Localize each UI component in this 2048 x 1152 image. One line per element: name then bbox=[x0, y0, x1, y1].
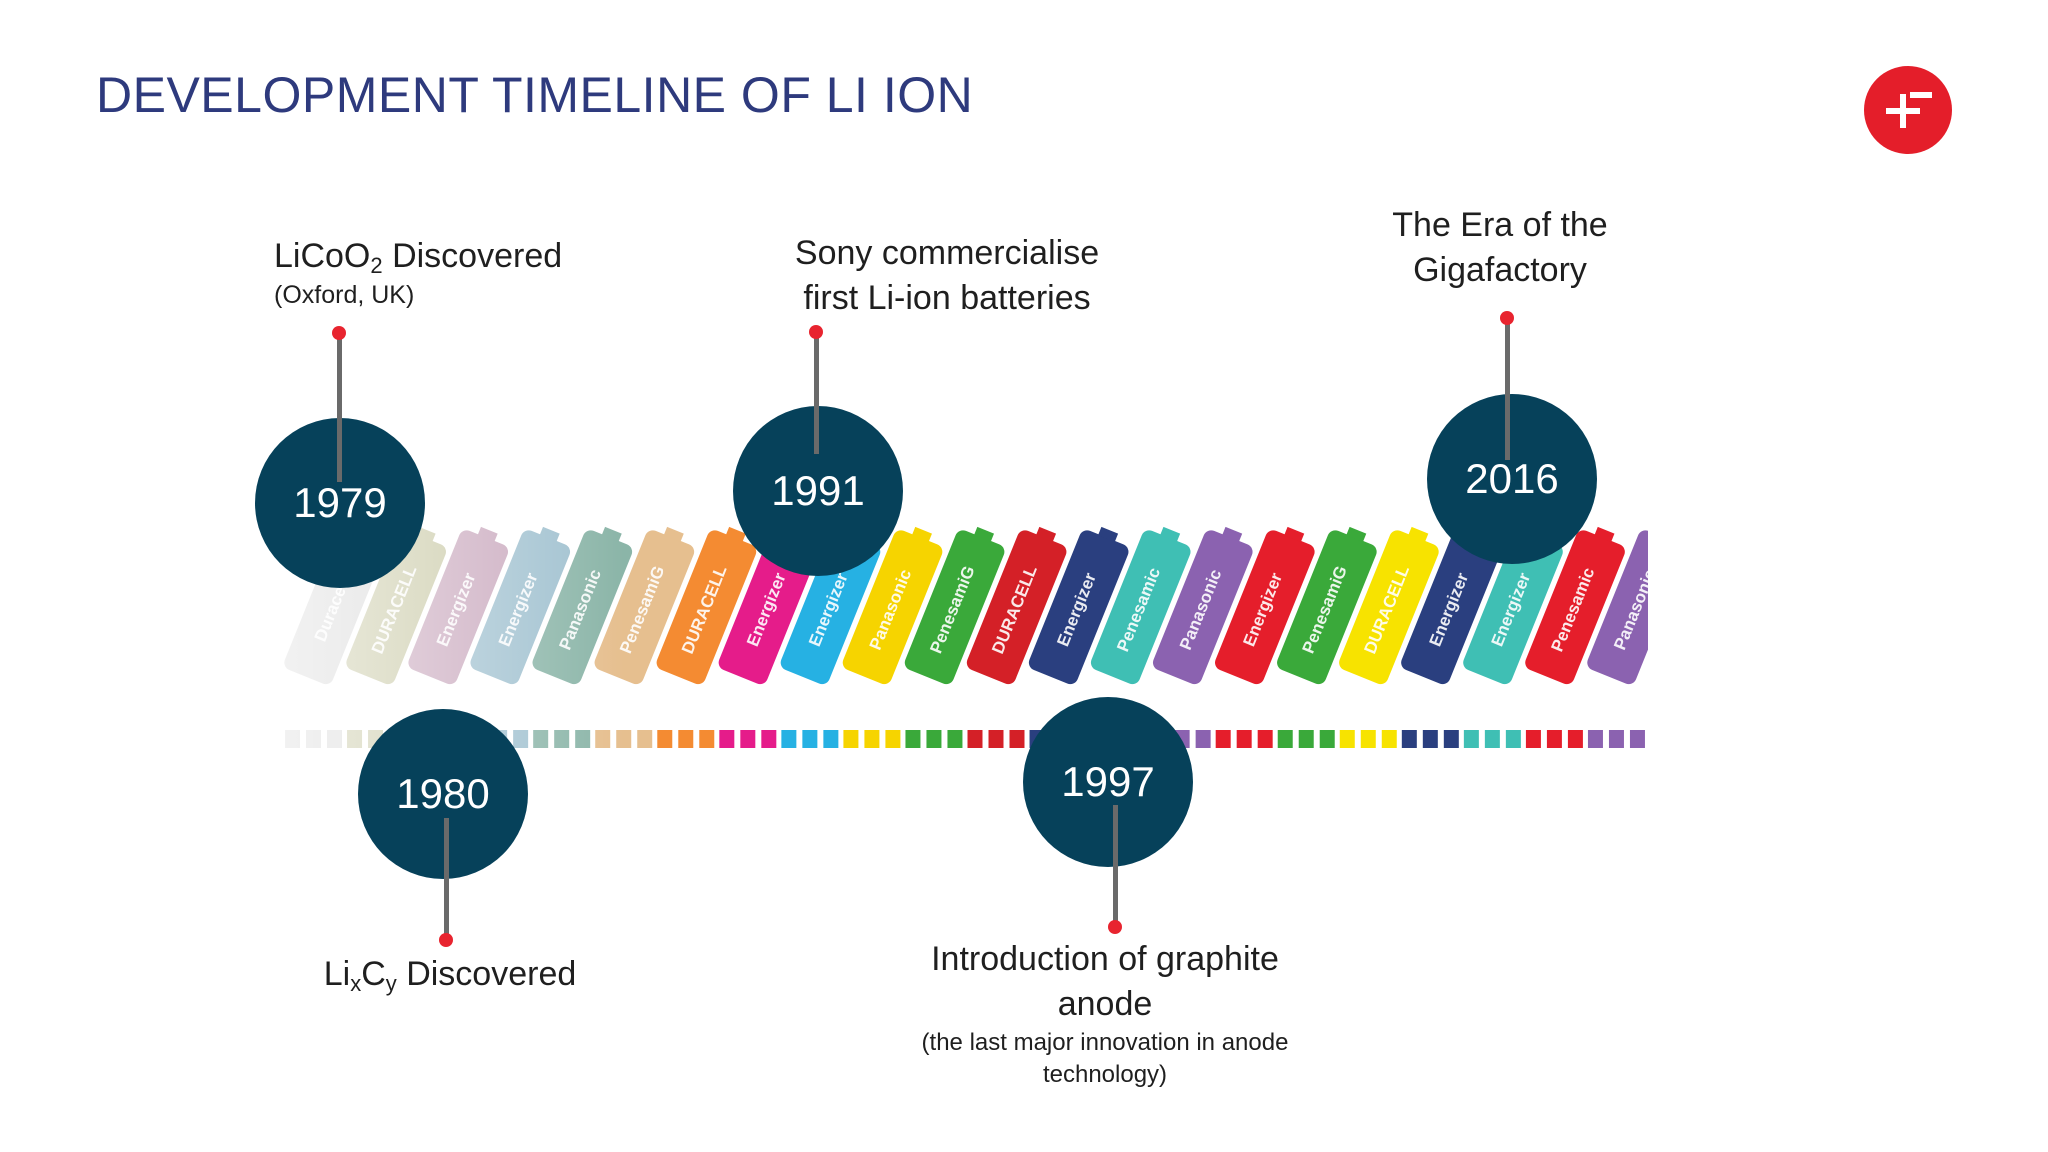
event-1997-line2: anode bbox=[1057, 985, 1153, 1023]
event-1997-note1: (the last major innovation in anode bbox=[921, 1029, 1289, 1056]
event-1979-connector bbox=[337, 336, 342, 482]
event-1997-marker bbox=[1108, 920, 1122, 934]
event-1991-line1: Sony commercialise bbox=[794, 234, 1100, 272]
fade-overlay bbox=[283, 525, 1648, 765]
event-2016-line2: Gigafactory bbox=[1413, 251, 1587, 289]
event-2016-connector bbox=[1505, 320, 1510, 460]
event-2016-marker bbox=[1500, 311, 1514, 325]
event-1979-title: LiCoO2 Discovered (Oxford, UK) bbox=[274, 234, 594, 311]
plus-minus-logo-icon bbox=[1886, 92, 1932, 128]
event-1991-title: Sony commercialise first Li-ion batterie… bbox=[767, 231, 1127, 321]
event-1980-marker bbox=[439, 933, 453, 947]
event-1997-line1: Introduction of graphite bbox=[931, 940, 1279, 978]
event-1991-connector bbox=[814, 336, 819, 454]
event-1997-connector bbox=[1113, 805, 1118, 927]
event-1997-note2: technology) bbox=[1042, 1061, 1168, 1088]
event-2016-line1: The Era of the bbox=[1392, 206, 1608, 244]
year-1997-badge: 1997 bbox=[1023, 697, 1193, 867]
event-1991-line2: first Li-ion batteries bbox=[803, 279, 1091, 317]
company-logo bbox=[1864, 66, 1952, 154]
event-1979-marker bbox=[332, 326, 346, 340]
year-2016-badge: 2016 bbox=[1427, 394, 1597, 564]
year-1980-badge: 1980 bbox=[358, 709, 528, 879]
event-1980-title: LixCy Discovered bbox=[323, 955, 577, 996]
event-1979-subtitle: (Oxford, UK) bbox=[274, 281, 415, 309]
slide-title: DEVELOPMENT TIMELINE OF LI ION bbox=[96, 67, 974, 123]
event-1980-connector bbox=[444, 818, 449, 940]
event-2016-title: The Era of the Gigafactory bbox=[1340, 203, 1660, 293]
event-1997-title: Introduction of graphite anode (the last… bbox=[870, 937, 1340, 1091]
event-1991-marker bbox=[809, 325, 823, 339]
